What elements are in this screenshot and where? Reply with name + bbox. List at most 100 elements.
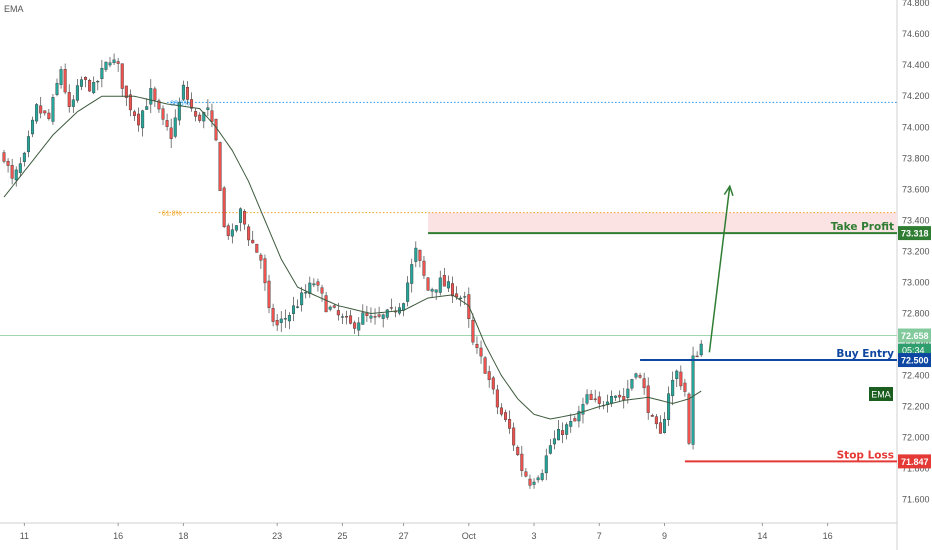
candle-body (483, 357, 487, 374)
price-tick-label: 73.400 (902, 215, 930, 225)
candle-body (169, 127, 173, 139)
candle-body (79, 79, 83, 87)
candle-body (577, 411, 581, 422)
indicator-label[interactable]: EMA (4, 4, 24, 14)
projection-arrow (708, 186, 731, 353)
candle-body (247, 226, 251, 241)
candle-body (508, 419, 512, 429)
candle-body (512, 427, 516, 446)
candle-body (88, 80, 92, 92)
candle-body (353, 322, 357, 329)
candle-body (259, 254, 263, 261)
candle-body (654, 416, 658, 425)
candle-body (71, 99, 75, 107)
candle-body (671, 379, 675, 397)
buy-entry-price-badge: 72.500 (901, 356, 929, 366)
price-tick-label: 72.000 (902, 433, 930, 443)
price-tick-label: 74.400 (902, 60, 930, 70)
candle-body (418, 249, 422, 261)
candle-body (491, 377, 495, 390)
candle-body (206, 107, 210, 110)
candle-body (663, 418, 667, 433)
price-tick-label: 74.600 (902, 29, 930, 39)
candle-body (132, 111, 136, 116)
stop-loss-price-badge: 71.847 (901, 457, 929, 467)
candle-body (585, 394, 589, 404)
candle-body (573, 418, 577, 422)
candle-body (451, 283, 455, 297)
current-price-badge-countdown: 05:34 (902, 346, 925, 356)
time-tick-label: 16 (823, 531, 833, 541)
candle-body (324, 295, 328, 313)
candle-body (55, 83, 59, 95)
time-tick-label: 23 (272, 531, 282, 541)
candle-body (634, 373, 638, 378)
candle-body (349, 315, 353, 324)
candle-body (504, 412, 508, 420)
candle-body (495, 389, 499, 408)
candle-body (22, 152, 26, 162)
candle-body (51, 97, 55, 122)
candle-body (275, 320, 279, 326)
price-tick-label: 72.400 (902, 371, 930, 381)
price-tick-label: 73.200 (902, 246, 930, 256)
candle-body (320, 287, 324, 294)
take-profit-zone (428, 212, 897, 234)
candle-body (96, 81, 100, 83)
candle-body (410, 264, 414, 284)
candle-body (540, 473, 544, 480)
candle-body (544, 455, 548, 474)
candle-body (369, 315, 373, 319)
candle-body (92, 82, 96, 94)
price-tick-label: 73.600 (902, 184, 930, 194)
candle-body (357, 322, 361, 331)
candle-body (47, 112, 51, 119)
candle-body (618, 394, 622, 398)
candle-body (128, 94, 132, 111)
time-tick-label: 14 (757, 531, 767, 541)
candle-body (524, 471, 528, 477)
candle-body (332, 305, 336, 308)
candle-body (234, 225, 238, 231)
candle-body (100, 67, 104, 80)
price-tick-label: 73.000 (902, 277, 930, 287)
candle-body (658, 422, 662, 434)
time-tick-label: 27 (399, 531, 409, 541)
candle-body (185, 86, 189, 100)
candle-body (389, 307, 393, 309)
ema-badge-bg (869, 387, 893, 401)
candle-body (630, 379, 634, 389)
price-axis: 74.800 74.600 74.400 74.200 74.000 73.800 73.6… (902, 0, 930, 505)
candle-body (642, 378, 646, 389)
candle-body (39, 105, 43, 114)
candle-body (149, 88, 153, 105)
candle-body (226, 225, 230, 236)
candle-body (622, 396, 626, 400)
candle-body (536, 477, 540, 481)
candle-body (161, 108, 165, 120)
candle-body (173, 117, 177, 137)
candle-body (565, 424, 569, 435)
price-tick-label: 73.800 (902, 153, 930, 163)
candle-body (75, 85, 79, 101)
candle-body (251, 239, 255, 244)
candle-body (516, 446, 520, 456)
candle-body (557, 429, 561, 441)
candle-body (459, 297, 463, 299)
candle-body (475, 344, 479, 348)
candle-body (43, 110, 47, 114)
candle-body (430, 289, 434, 292)
candle-body (679, 371, 683, 387)
candle-body (59, 69, 63, 85)
candle-body (181, 84, 185, 100)
candle-body (304, 292, 308, 294)
candle-body (267, 280, 271, 308)
time-tick-label: 25 (337, 531, 347, 541)
candle-body (279, 318, 283, 323)
candle-body (614, 395, 618, 398)
candle-body (626, 388, 630, 398)
candle-body (157, 100, 161, 110)
